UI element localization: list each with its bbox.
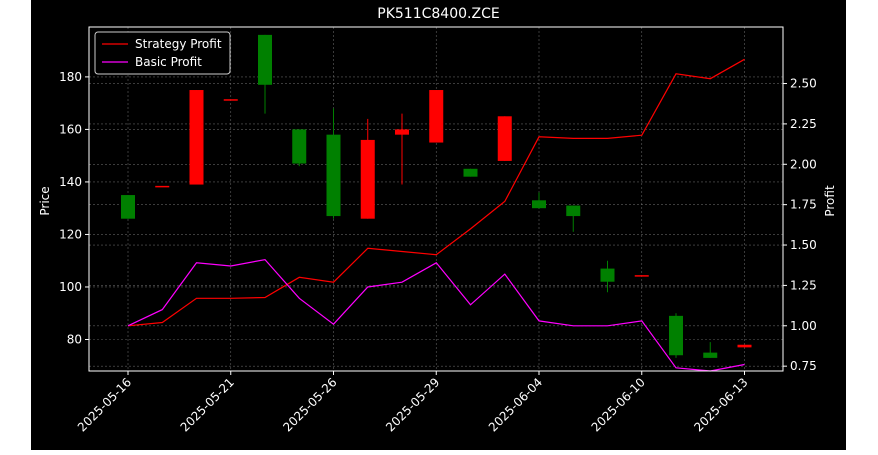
candle-body <box>360 139 375 219</box>
candle-body <box>223 99 238 101</box>
y2-axis-label: Profit <box>823 185 837 217</box>
candle-body <box>600 268 615 282</box>
candle-body <box>189 90 204 185</box>
candle-body <box>669 315 683 356</box>
y2-axis-ticks: 0.75 1.00 1.25 1.50 1.75 2.00 2.25 2.50 <box>783 77 817 373</box>
candle-body <box>532 200 546 209</box>
x-axis-ticks: 2025-05-16 2025-05-21 2025-05-26 2025-05-29… <box>75 371 751 434</box>
y-tick-label: 160 <box>59 122 82 136</box>
y-tick-label: 100 <box>59 280 82 294</box>
chart-svg: 80 100 120 140 160 180 0.75 1.00 1.25 1.50 1.75 2.… <box>38 26 837 434</box>
x-tick-label: 2025-05-16 <box>75 375 134 434</box>
legend: Strategy Profit Basic Profit <box>94 31 231 75</box>
y-tick-label: 140 <box>59 175 82 189</box>
candle-body <box>292 129 307 164</box>
x-tick-label: 2025-06-10 <box>589 375 648 434</box>
y2-tick-label: 1.50 <box>790 238 817 252</box>
y-tick-label: 80 <box>67 332 82 346</box>
chart-title: PK511C8400.ZCE <box>377 6 500 22</box>
y-tick-label: 180 <box>59 70 82 84</box>
y-axis-label: Price <box>38 186 52 215</box>
candle-body <box>634 275 649 277</box>
candle-body <box>566 205 581 217</box>
strategy-profit-line <box>127 58 745 327</box>
candle-body <box>429 90 444 143</box>
y2-tick-label: 1.75 <box>790 198 817 212</box>
legend-box <box>94 31 231 75</box>
x-tick-label: 2025-05-21 <box>178 375 237 434</box>
candle-body <box>155 185 170 188</box>
x-tick-label: 2025-06-13 <box>691 375 750 434</box>
y2-tick-label: 0.75 <box>790 359 817 373</box>
figure: PK511C8400.ZCE 80 100 120 140 160 180 0.75 1.0… <box>31 0 846 450</box>
profit-lines <box>127 58 745 372</box>
candle-body <box>121 195 135 219</box>
y-axis-ticks: 80 100 120 140 160 180 <box>59 70 89 346</box>
legend-label-basic: Basic Profit <box>135 55 202 69</box>
x-tick-label: 2025-06-04 <box>486 375 545 434</box>
candles <box>121 34 752 358</box>
y2-tick-label: 1.25 <box>790 278 817 292</box>
x-tick-label: 2025-05-29 <box>383 375 442 434</box>
candle-body <box>395 129 409 135</box>
x-tick-label: 2025-05-26 <box>280 375 339 434</box>
candle-body <box>703 352 718 358</box>
y2-tick-label: 2.50 <box>790 77 817 91</box>
y2-tick-label: 2.25 <box>790 117 817 131</box>
y-tick-label: 120 <box>59 227 82 241</box>
y2-tick-label: 2.00 <box>790 157 817 171</box>
basic-profit-line <box>127 258 745 372</box>
candle-body <box>258 34 272 85</box>
candle-body <box>463 168 478 177</box>
y2-tick-label: 1.00 <box>790 319 817 333</box>
legend-label-strategy: Strategy Profit <box>135 37 222 51</box>
candle-body <box>326 134 341 217</box>
candle-body <box>737 344 752 348</box>
candle-body <box>497 116 512 161</box>
